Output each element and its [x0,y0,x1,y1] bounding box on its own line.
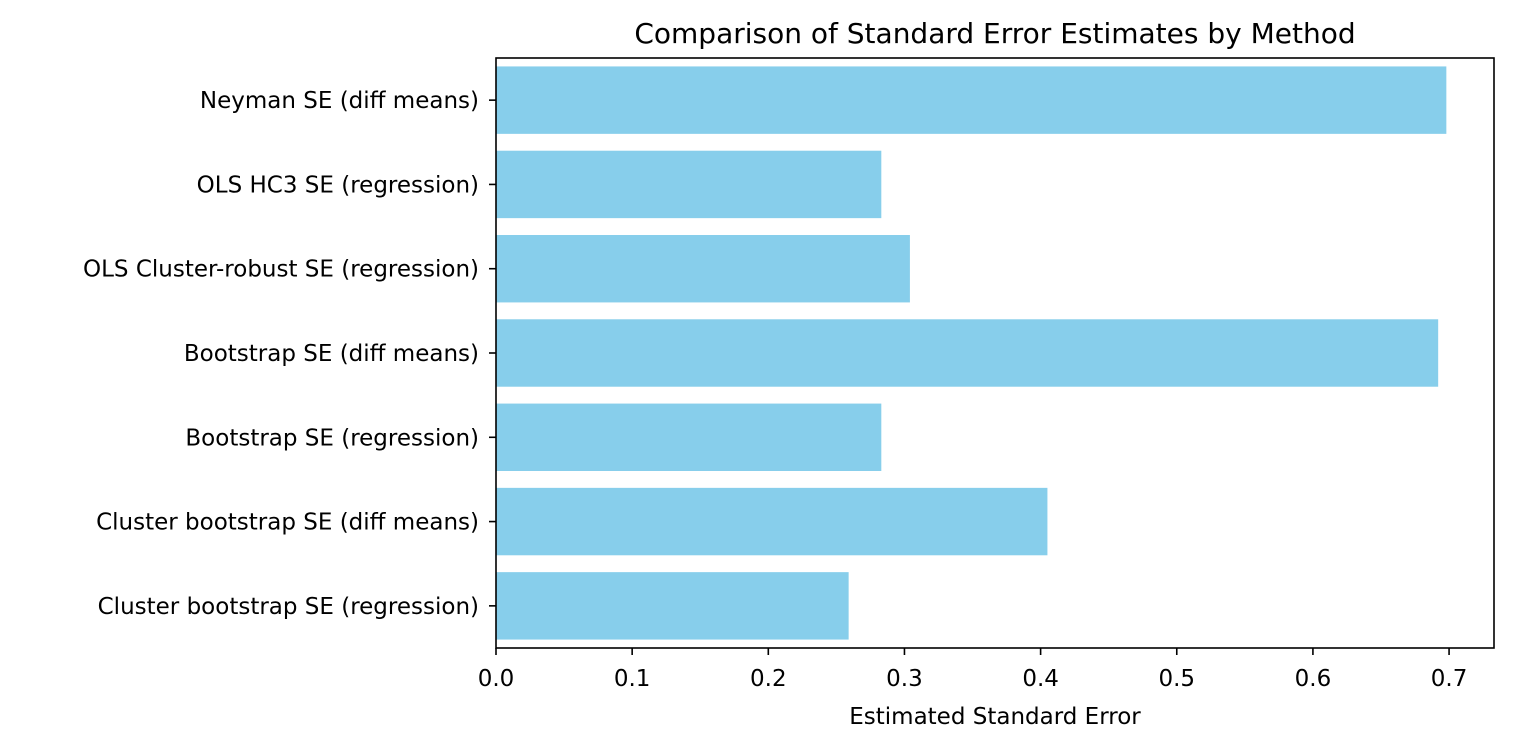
y-tick-label: Bootstrap SE (regression) [185,425,479,451]
bar [496,319,1439,387]
x-tick-label: 0.3 [886,666,923,692]
y-tick-label: Neyman SE (diff means) [200,88,479,114]
y-tick-label: OLS HC3 SE (regression) [197,172,479,198]
chart-title: Comparison of Standard Error Estimates b… [634,17,1355,50]
y-tick-label: Bootstrap SE (diff means) [184,341,479,367]
y-tick-label: OLS Cluster-robust SE (regression) [83,257,479,283]
x-tick-label: 0.5 [1158,666,1195,692]
x-tick-label: 0.6 [1295,666,1332,692]
x-tick-label: 0.4 [1022,666,1059,692]
x-axis-ticks: 0.0 0.1 0.2 0.3 0.4 0.5 0.6 0.7 [478,648,1468,692]
x-tick-label: 0.0 [478,666,515,692]
y-tick-label: Cluster bootstrap SE (regression) [98,594,479,620]
bar [496,403,882,471]
bar [496,235,910,303]
bar [496,487,1048,556]
x-axis-label: Estimated Standard Error [849,704,1141,730]
y-axis-ticks: Neyman SE (diff means) OLS HC3 SE (regres… [83,88,496,620]
y-tick-label: Cluster bootstrap SE (diff means) [96,510,479,536]
x-tick-label: 0.7 [1431,666,1468,692]
bars-group [496,66,1447,640]
x-tick-label: 0.1 [614,666,651,692]
bar [496,572,849,640]
x-tick-label: 0.2 [750,666,787,692]
plot-frame [495,57,1495,649]
bar [496,66,1447,134]
bar [496,150,882,219]
